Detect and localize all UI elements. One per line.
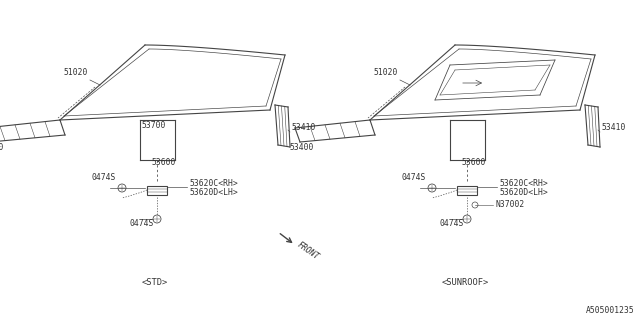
Text: 0474S: 0474S [129,219,154,228]
Text: 53620D<LH>: 53620D<LH> [189,188,237,197]
Text: 53620D<LH>: 53620D<LH> [499,188,548,197]
Text: <STD>: <STD> [142,278,168,287]
Text: 0474S: 0474S [402,173,426,182]
Text: N37002: N37002 [495,200,524,209]
Text: 53600: 53600 [462,158,486,167]
Text: 53700: 53700 [142,121,166,130]
Text: 53620C<RH>: 53620C<RH> [499,179,548,188]
Text: 53400: 53400 [290,143,314,152]
Text: 0474S: 0474S [92,173,116,182]
Text: 0474S: 0474S [439,219,463,228]
Text: 53410: 53410 [602,123,627,132]
Bar [457,186,477,195]
Text: 51020: 51020 [63,68,88,77]
Text: 51020: 51020 [373,68,397,77]
Text: 53410: 53410 [292,123,316,132]
Text: 53600: 53600 [152,158,177,167]
Text: 53400: 53400 [0,143,4,152]
Text: A505001235: A505001235 [586,306,635,315]
Bar [147,186,167,195]
Text: <SUNROOF>: <SUNROOF> [442,278,488,287]
Text: 53620C<RH>: 53620C<RH> [189,179,237,188]
Text: FRONT: FRONT [295,240,320,261]
